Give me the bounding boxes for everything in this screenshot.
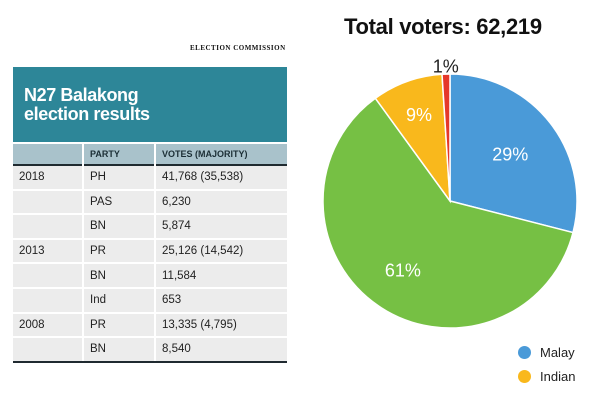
pie-data-label: 61% [385,260,421,280]
cell-party: BN [83,337,156,363]
cell-votes: 25,126 (14,542) [155,237,287,265]
table-row: Ind 653 [13,287,287,314]
header-year [13,144,84,165]
results-title-line2: election results [24,104,150,124]
results-title-line1: N27 Balakong [24,85,139,105]
header-party: PARTY [83,144,156,165]
cell-party: PAS [83,189,156,216]
pie-data-label: 29% [492,144,528,164]
cell-year [13,337,84,363]
results-header: N27 Balakong election results [13,67,287,144]
chart-legend: Malay Indian [518,340,598,388]
table-row: 2018 PH 41,768 (35,538) [13,164,287,191]
pie-slice-malay [449,73,578,234]
cell-votes: 653 [155,287,287,314]
header-votes: VOTES (MAJORITY) [155,144,287,165]
cell-party: PH [83,164,156,191]
cell-year: 2018 [13,164,84,191]
legend-item-indian: Indian [518,364,598,388]
cell-party: PR [83,237,156,265]
results-header-row: PARTY VOTES (MAJORITY) [13,144,287,165]
cell-votes: 41,768 (35,538) [155,164,287,191]
table-row: 2008 PR 13,335 (4,795) [13,311,287,339]
cell-year: 2008 [13,311,84,339]
cell-party: BN [83,263,156,289]
cell-votes: 13,335 (4,795) [155,311,287,339]
table-row: 2013 PR 25,126 (14,542) [13,237,287,265]
cell-party: PR [83,311,156,339]
table-row: BN 11,584 [13,263,287,289]
cell-year: 2013 [13,237,84,265]
source-credit: ELECTION COMMISSION [190,44,286,52]
legend-swatch-malay [518,345,531,359]
cell-votes: 6,230 [155,189,287,216]
results-panel: N27 Balakong election results PARTY VOTE… [13,67,287,363]
cell-votes: 11,584 [155,263,287,289]
legend-swatch-indian [518,369,531,383]
cell-party: BN [83,214,156,240]
legend-label-indian: Indian [540,368,576,384]
results-title: N27 Balakong election results [24,86,224,124]
cell-year [13,189,84,216]
chart-title: Total voters: 62,219 [344,14,542,39]
table-row: BN 8,540 [13,337,287,363]
legend-label-malay: Malay [540,344,575,360]
pie-data-label: 1% [433,56,459,76]
cell-year [13,263,84,289]
pie-data-label: 9% [406,105,432,125]
results-table: PARTY VOTES (MAJORITY) 2018 PH 41,768 (3… [13,144,287,363]
cell-year [13,214,84,240]
legend-item-malay: Malay [518,340,598,364]
cell-votes: 8,540 [155,337,287,363]
table-row: PAS 6,230 [13,189,287,216]
pie-slice-segment-4 [441,73,451,202]
pie-slice-segment-2 [322,97,574,329]
